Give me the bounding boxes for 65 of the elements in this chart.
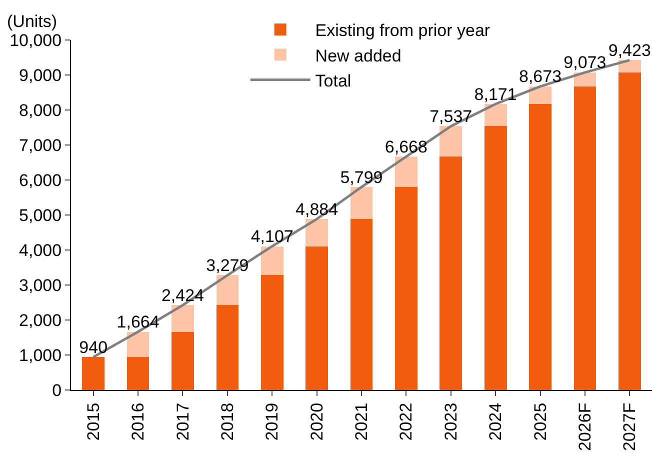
bar — [395, 156, 418, 188]
y-tick-label: 2,000 — [19, 310, 62, 330]
y-tick-label: 3,000 — [19, 276, 62, 295]
x-tick-label: 2021 — [352, 402, 372, 441]
legend-label: Total — [315, 71, 352, 90]
y-tick-label: 10,000 — [10, 30, 62, 50]
bar — [618, 60, 641, 72]
x-tick-label: 2023 — [441, 402, 460, 441]
bar — [440, 156, 462, 390]
x-tick-label: 2022 — [396, 402, 416, 441]
bar — [529, 86, 552, 104]
bar — [574, 86, 596, 390]
bar — [440, 126, 462, 157]
bar — [350, 187, 373, 220]
y-tick-label: 9,000 — [19, 66, 62, 85]
bar — [172, 305, 194, 332]
bar — [260, 275, 284, 390]
bar — [484, 126, 507, 390]
bar — [82, 357, 105, 390]
y-tick-label: 8,000 — [19, 100, 62, 120]
legend-label: Existing from prior year — [315, 21, 490, 40]
data-label: 2,424 — [161, 286, 204, 305]
data-label: 4,884 — [296, 200, 338, 219]
y-tick-label: 1,000 — [19, 346, 62, 365]
x-tick-label: 2016 — [128, 402, 148, 441]
data-label: 940 — [79, 338, 108, 357]
data-label: 8,171 — [474, 84, 517, 104]
y-tick-label: 5,000 — [19, 206, 62, 225]
data-label: 7,537 — [430, 106, 472, 126]
data-label: 1,664 — [116, 312, 160, 332]
bar — [126, 357, 150, 390]
bar — [484, 104, 507, 126]
data-label: 6,668 — [384, 137, 428, 156]
data-label: 9,073 — [564, 53, 606, 72]
y-tick-label: 4,000 — [19, 240, 62, 260]
x-tick-label: 2024 — [486, 402, 506, 441]
bar — [126, 332, 150, 358]
x-tick-label: 2026F — [575, 402, 594, 452]
x-tick-label: 2025 — [530, 402, 550, 441]
x-tick-label: 2015 — [84, 402, 103, 441]
bar — [260, 246, 284, 276]
y-tick-label: 7,000 — [19, 136, 62, 155]
bar — [306, 246, 328, 390]
bar — [216, 305, 239, 390]
bar — [350, 219, 373, 390]
bar — [395, 187, 418, 390]
y-tick-label: 0 — [52, 380, 62, 400]
data-label: 4,107 — [250, 227, 294, 246]
y-axis-title: (Units) — [7, 12, 58, 31]
bar — [216, 275, 239, 306]
bar — [529, 104, 552, 390]
bar — [306, 219, 328, 246]
legend-label: New added — [315, 46, 402, 66]
data-label: 5,799 — [340, 168, 383, 187]
data-label: 9,423 — [608, 40, 651, 60]
data-label: 3,279 — [206, 256, 249, 275]
x-tick-label: 2027F — [620, 402, 640, 452]
x-tick-label: 2017 — [173, 402, 192, 441]
bar — [172, 332, 194, 390]
x-tick-label: 2020 — [307, 402, 326, 441]
y-tick-label: 6,000 — [19, 170, 62, 190]
x-tick-label: 2019 — [262, 402, 282, 441]
data-label: 8,673 — [518, 67, 562, 86]
x-tick-label: 2018 — [218, 402, 237, 441]
bar — [618, 72, 641, 390]
